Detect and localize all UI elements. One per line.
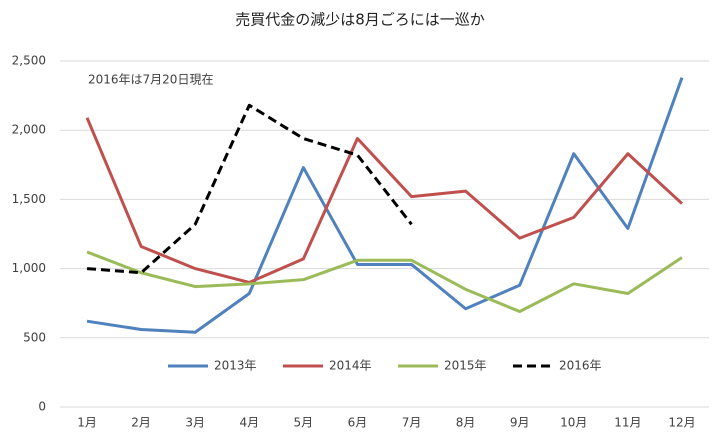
x-tick-label: 10月 [560,416,587,430]
x-tick-label: 8月 [456,416,476,430]
x-tick-label: 4月 [239,416,259,430]
y-tick-label: 0 [38,400,46,414]
series-line [86,103,413,275]
x-tick-label: 7月 [402,416,422,430]
legend-label: 2015年 [444,359,487,373]
y-tick-label: 2,000 [12,123,46,137]
legend-label: 2013年 [214,359,257,373]
y-tick-label: 1,500 [12,192,46,206]
annotation: 2016年は7月20日現在 [88,73,213,87]
chart-title: 売買代金の減少は8月ごろには一巡か [235,11,485,29]
x-tick-label: 3月 [185,416,205,430]
x-tick-label: 6月 [348,416,368,430]
x-tick-label: 12月 [668,416,695,430]
x-tick-label: 1月 [77,416,97,430]
y-tick-label: 500 [23,330,46,344]
x-tick-label: 5月 [294,416,314,430]
y-tick-label: 1,000 [12,261,46,275]
series-line [85,117,683,284]
x-tick-label: 9月 [510,416,530,430]
y-tick-label: 2,500 [12,54,46,68]
legend-label: 2014年 [329,359,372,373]
x-tick-label: 11月 [614,416,641,430]
x-tick-label: 2月 [131,416,151,430]
legend-label: 2016年 [559,359,602,373]
series-line [86,250,683,314]
series-line [86,77,684,334]
